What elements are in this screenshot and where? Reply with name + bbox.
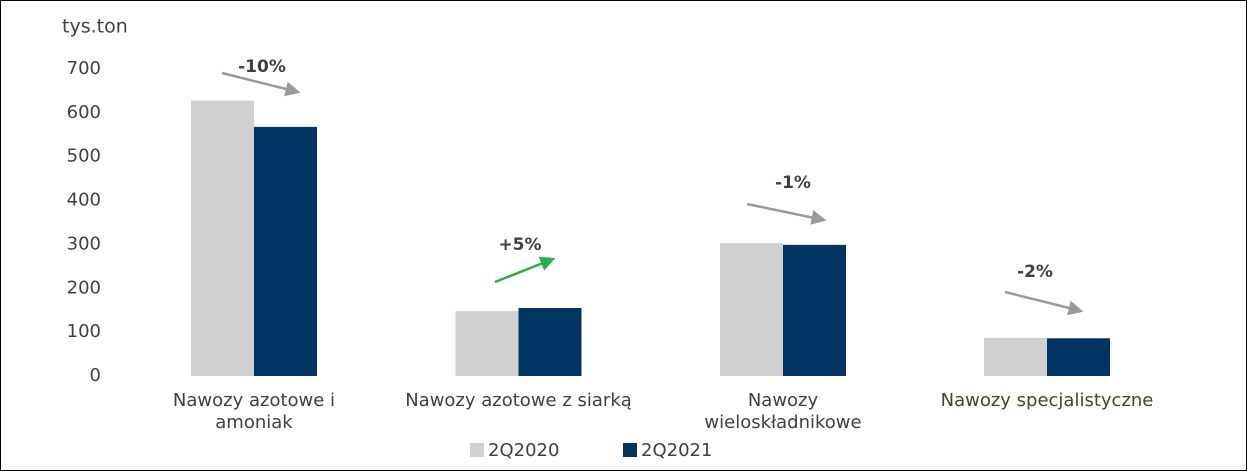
y-tick-label: 300 [67, 233, 101, 254]
annotation-arrow [494, 256, 556, 284]
bar [254, 126, 317, 377]
annotation-label: -1% [775, 173, 811, 193]
annotation-label: +5% [498, 235, 541, 255]
annotation-arrow [1004, 290, 1084, 316]
y-axis-label: tys.ton [62, 16, 128, 38]
bar [191, 100, 254, 376]
y-tick-label: 200 [67, 277, 101, 298]
x-tick-label: Nawozy wieloskładnikowe [704, 390, 862, 433]
bar [518, 308, 582, 376]
annotation-label: -10% [238, 57, 286, 77]
legend-label: 2Q2021 [641, 440, 712, 461]
x-tick-label: Nawozy specjalistyczne [940, 390, 1154, 411]
annotation-arrow [221, 71, 301, 97]
y-tick-label: 400 [67, 190, 101, 211]
annotation-arrow [746, 202, 827, 225]
y-tick-label: 0 [90, 365, 101, 386]
bar [984, 337, 1047, 376]
y-tick-label: 600 [67, 102, 101, 123]
legend-swatch [623, 443, 637, 457]
x-tick-label: Nawozy azotowe i amoniak [172, 390, 336, 433]
bar [783, 244, 846, 376]
y-tick-label: 500 [67, 146, 101, 167]
legend-label: 2Q2020 [488, 440, 559, 461]
annotation-label: -2% [1017, 262, 1053, 282]
bar [455, 311, 519, 376]
y-tick-label: 700 [67, 58, 101, 79]
x-tick-label: Nawozy azotowe z siarką [405, 390, 632, 411]
legend-swatch [470, 443, 484, 457]
bar [1047, 338, 1110, 376]
y-tick-label: 100 [67, 321, 101, 342]
bar [720, 243, 783, 376]
